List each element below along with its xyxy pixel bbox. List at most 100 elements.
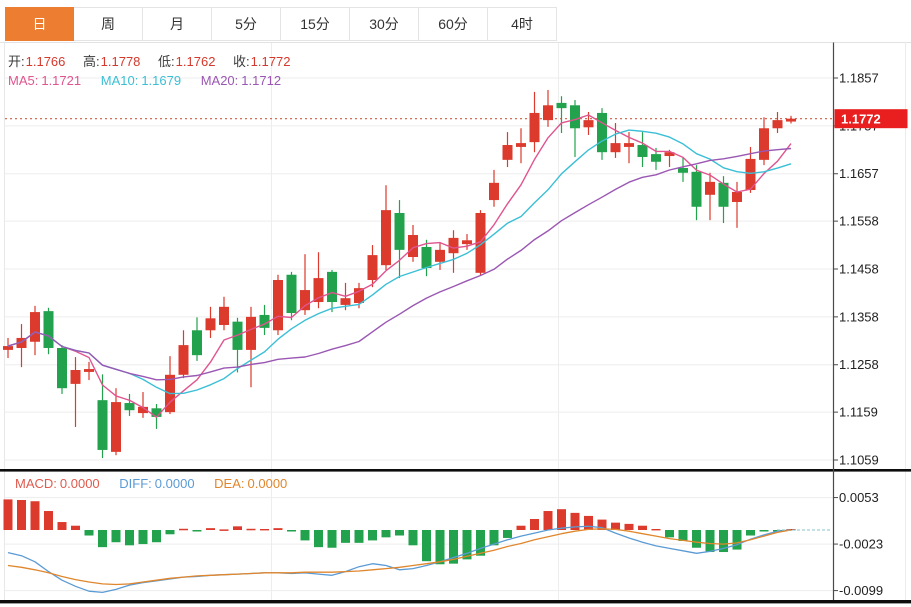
macd-bar bbox=[17, 500, 26, 530]
price-tick-label: 1.1258 bbox=[839, 357, 879, 372]
price-tick-label: 1.1558 bbox=[839, 214, 879, 229]
macd-bar bbox=[57, 522, 67, 530]
tab-60分[interactable]: 60分 bbox=[419, 7, 488, 41]
tab-月[interactable]: 月 bbox=[143, 7, 212, 41]
candle-body bbox=[124, 403, 135, 411]
dea-line bbox=[7, 528, 792, 586]
candle-body bbox=[151, 408, 162, 417]
diff-value: 0.0000 bbox=[154, 476, 195, 491]
price-tick-label: 1.1857 bbox=[839, 71, 879, 86]
macd-bar bbox=[624, 523, 634, 530]
candle-body bbox=[556, 102, 567, 109]
candle-body bbox=[664, 152, 675, 157]
last-price-badge bbox=[834, 109, 908, 129]
macd-bar bbox=[503, 530, 512, 538]
macd-bar bbox=[611, 522, 620, 530]
macd-bar bbox=[246, 528, 256, 531]
macd-bar bbox=[705, 530, 715, 553]
macd-bar bbox=[530, 518, 539, 530]
ma10-line bbox=[7, 129, 792, 395]
macd-bar-zero bbox=[651, 529, 661, 531]
candle-body bbox=[273, 280, 283, 331]
candle-body bbox=[340, 298, 351, 305]
macd-bar bbox=[192, 530, 202, 532]
candle-body bbox=[3, 346, 13, 350]
candle-body bbox=[205, 318, 216, 331]
tab-周[interactable]: 周 bbox=[74, 7, 143, 41]
candle-body bbox=[246, 316, 256, 350]
macd-bar bbox=[138, 530, 148, 545]
macd-value: 0.0000 bbox=[59, 476, 100, 491]
candle-body bbox=[448, 237, 459, 254]
low-value: 1.1762 bbox=[175, 54, 216, 69]
panel-separator bbox=[0, 469, 911, 472]
macd-bar bbox=[354, 530, 364, 543]
candle-body bbox=[286, 274, 297, 314]
macd-bar bbox=[287, 530, 296, 532]
candle-body bbox=[313, 278, 324, 303]
candle-body bbox=[516, 143, 526, 147]
candle-body bbox=[219, 306, 229, 326]
macd-bar bbox=[570, 512, 580, 530]
candle-body bbox=[489, 182, 499, 201]
tab-15分[interactable]: 15分 bbox=[281, 7, 350, 41]
candle-body bbox=[759, 128, 769, 160]
tab-4时[interactable]: 4时 bbox=[488, 7, 557, 41]
candle-body bbox=[327, 271, 337, 303]
close-value: 1.1772 bbox=[250, 54, 291, 69]
candle-body bbox=[43, 311, 54, 348]
candle-body bbox=[772, 120, 783, 129]
ma5-label: MA5: bbox=[8, 73, 39, 88]
candle-body bbox=[691, 171, 702, 207]
ohlc-legend: 开:1.1766 高:1.1778 低:1.1762 收:1.1772 bbox=[8, 51, 304, 70]
low-label: 低: bbox=[158, 54, 175, 69]
macd-bar bbox=[516, 525, 526, 530]
macd-bar bbox=[111, 530, 121, 543]
tab-日[interactable]: 日 bbox=[5, 7, 74, 41]
candle-body bbox=[462, 240, 472, 245]
candle-body bbox=[381, 210, 391, 266]
macd-bar bbox=[584, 515, 593, 530]
tab-30分[interactable]: 30分 bbox=[350, 7, 419, 41]
macd-tick-label: -0.0023 bbox=[839, 537, 883, 552]
price-tick-label: 1.1358 bbox=[839, 309, 879, 324]
candle-body bbox=[745, 158, 756, 191]
ma5-value: 1.1721 bbox=[41, 73, 82, 88]
macd-bar bbox=[179, 528, 188, 531]
macd-tick-label: 0.0053 bbox=[839, 490, 879, 505]
ma20-label: MA20: bbox=[200, 73, 239, 88]
candle-body bbox=[192, 330, 202, 356]
macd-bar bbox=[678, 530, 688, 542]
candle-body bbox=[529, 112, 540, 143]
candle-body bbox=[421, 246, 432, 269]
tab-5分[interactable]: 5分 bbox=[212, 7, 281, 41]
macd-bar bbox=[273, 528, 283, 530]
candle-body bbox=[16, 337, 27, 348]
ma5-line bbox=[7, 114, 792, 418]
macd-bar bbox=[327, 530, 337, 548]
price-tick-label: 1.1458 bbox=[839, 262, 879, 277]
ma10-value: 1.1679 bbox=[141, 73, 182, 88]
candle-body bbox=[367, 255, 378, 281]
dea-value: 0.0000 bbox=[247, 476, 288, 491]
macd-bar bbox=[98, 530, 107, 548]
macd-bar bbox=[368, 530, 377, 541]
diff-label: DIFF: bbox=[119, 476, 152, 491]
candle-body bbox=[138, 406, 148, 414]
macd-bar bbox=[476, 530, 485, 556]
ma20-value: 1.1712 bbox=[241, 73, 282, 88]
macd-bar bbox=[219, 529, 229, 531]
price-tick-label: 1.1657 bbox=[839, 166, 879, 181]
macd-bar bbox=[462, 530, 472, 560]
macd-bar bbox=[489, 530, 499, 546]
macd-bar bbox=[165, 530, 175, 535]
macd-bar bbox=[435, 530, 445, 565]
candle-body bbox=[651, 154, 661, 162]
close-label: 收: bbox=[233, 54, 250, 69]
macd-bar bbox=[449, 530, 458, 564]
macd-bar bbox=[314, 530, 323, 548]
price-tick-label: 1.1159 bbox=[839, 405, 878, 420]
candle-body bbox=[705, 181, 715, 195]
